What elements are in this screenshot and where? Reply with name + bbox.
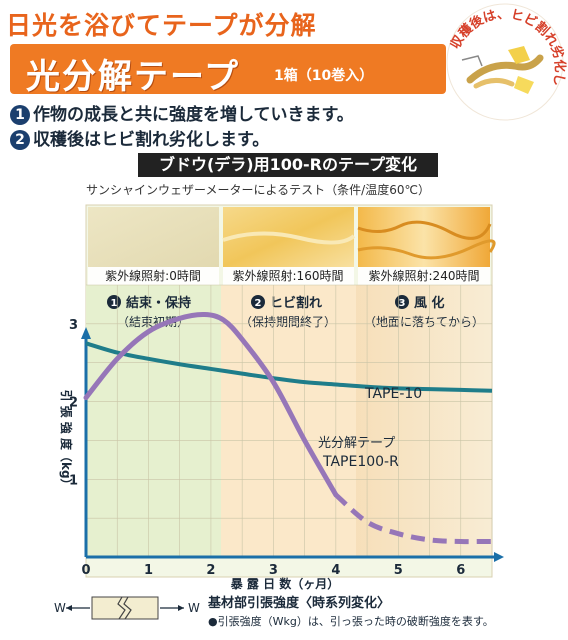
phase-label-1: 1 結束・保持 （結束初期） (107, 295, 191, 329)
product-package: 1箱（10巻入） (274, 68, 374, 84)
series-label-tape100r-line2: TAPE100-R (322, 454, 399, 470)
svg-text:結束・保持: 結束・保持 (126, 295, 191, 311)
svg-text:（保持期間終了）: （保持期間終了） (240, 314, 336, 329)
x-tick-label: 4 (331, 563, 340, 578)
svg-text:3: 3 (399, 298, 406, 309)
x-tick-label: 5 (394, 563, 403, 578)
sample-label-0h: 紫外線照射:0時間 (105, 268, 201, 283)
footer-note: ●引張強度（Wkg）は、引っ張った時の破断強度を表す。 (208, 614, 494, 628)
y-tick-label: 3 (69, 318, 78, 333)
series-line-tape100r-dashed (334, 492, 493, 545)
svg-text:ヒビ割れ: ヒビ割れ (270, 295, 322, 311)
phase-band-2 (221, 285, 356, 557)
phase-band-3 (356, 285, 492, 557)
x-axis-arrow (494, 552, 504, 562)
y-tick-label: 2 (69, 396, 78, 411)
x-tick-label: 2 (206, 563, 215, 578)
svg-text:1: 1 (111, 298, 118, 309)
svg-text:（地面に落ちてから）: （地面に落ちてから） (364, 315, 484, 329)
sample-label-240h: 紫外線照射:240時間 (369, 268, 480, 283)
sample-label-160h: 紫外線照射:160時間 (233, 268, 344, 283)
product-banner: 光分解テープ 1箱（10巻入） (10, 44, 446, 97)
x-axis-label: 暴 露 日 数（ヶ月） (230, 576, 340, 591)
x-tick-label: 0 (81, 563, 90, 578)
chart-grid (86, 284, 493, 557)
y-axis-label: 引 張 強 度（kg） (59, 389, 74, 490)
headline: 日光を浴びてテープが分解 (6, 11, 317, 40)
tensile-test-diagram: W W (54, 596, 200, 620)
series-label-tape100r-line1: 光分解テープ (318, 436, 395, 451)
point-text: 収穫後はヒビ割れ劣化します。 (33, 130, 270, 150)
chart-series (83, 312, 493, 545)
chart-title: ブドウ(デラ)用100-Rのテープ変化 (138, 153, 438, 177)
point-number: 1 (10, 105, 30, 125)
feature-point-2: 2 収穫後はヒビ割れ劣化します。 (10, 125, 269, 150)
chart-axes: 0 1 2 3 4 5 6 1 2 3 (69, 318, 504, 578)
x-tick-label: 1 (144, 563, 153, 578)
sample-photo-0h (88, 207, 219, 267)
svg-text:2: 2 (255, 298, 262, 309)
w-right-label: W (188, 601, 200, 615)
series-label-tape10: TAPE-10 (364, 386, 422, 402)
svg-text:（結束初期）: （結束初期） (117, 315, 189, 329)
phase-label-2: 2 ヒビ割れ （保持期間終了） (240, 295, 336, 329)
footer-title: 基材部引張強度〈時系列変化〉 (207, 595, 390, 611)
y-axis-arrow (81, 327, 91, 339)
point-number: 2 (10, 130, 30, 150)
series-line-tape10 (85, 341, 493, 393)
feature-point-1: 1 作物の成長と共に強度を増していきます。 (10, 100, 354, 125)
test-conditions: サンシャインウェザーメーターによるテスト（条件/温度60℃） (86, 183, 430, 197)
broken-tape-illustration (461, 46, 544, 94)
product-title: 光分解テープ (26, 57, 240, 97)
y-tick-label: 1 (69, 473, 78, 488)
x-tick-label: 3 (269, 563, 278, 578)
series-line-tape100r (83, 312, 339, 498)
x-tick-label: 6 (456, 563, 465, 578)
w-left-label: W (54, 601, 66, 615)
point-text: 作物の成長と共に強度を増していきます。 (33, 105, 354, 125)
